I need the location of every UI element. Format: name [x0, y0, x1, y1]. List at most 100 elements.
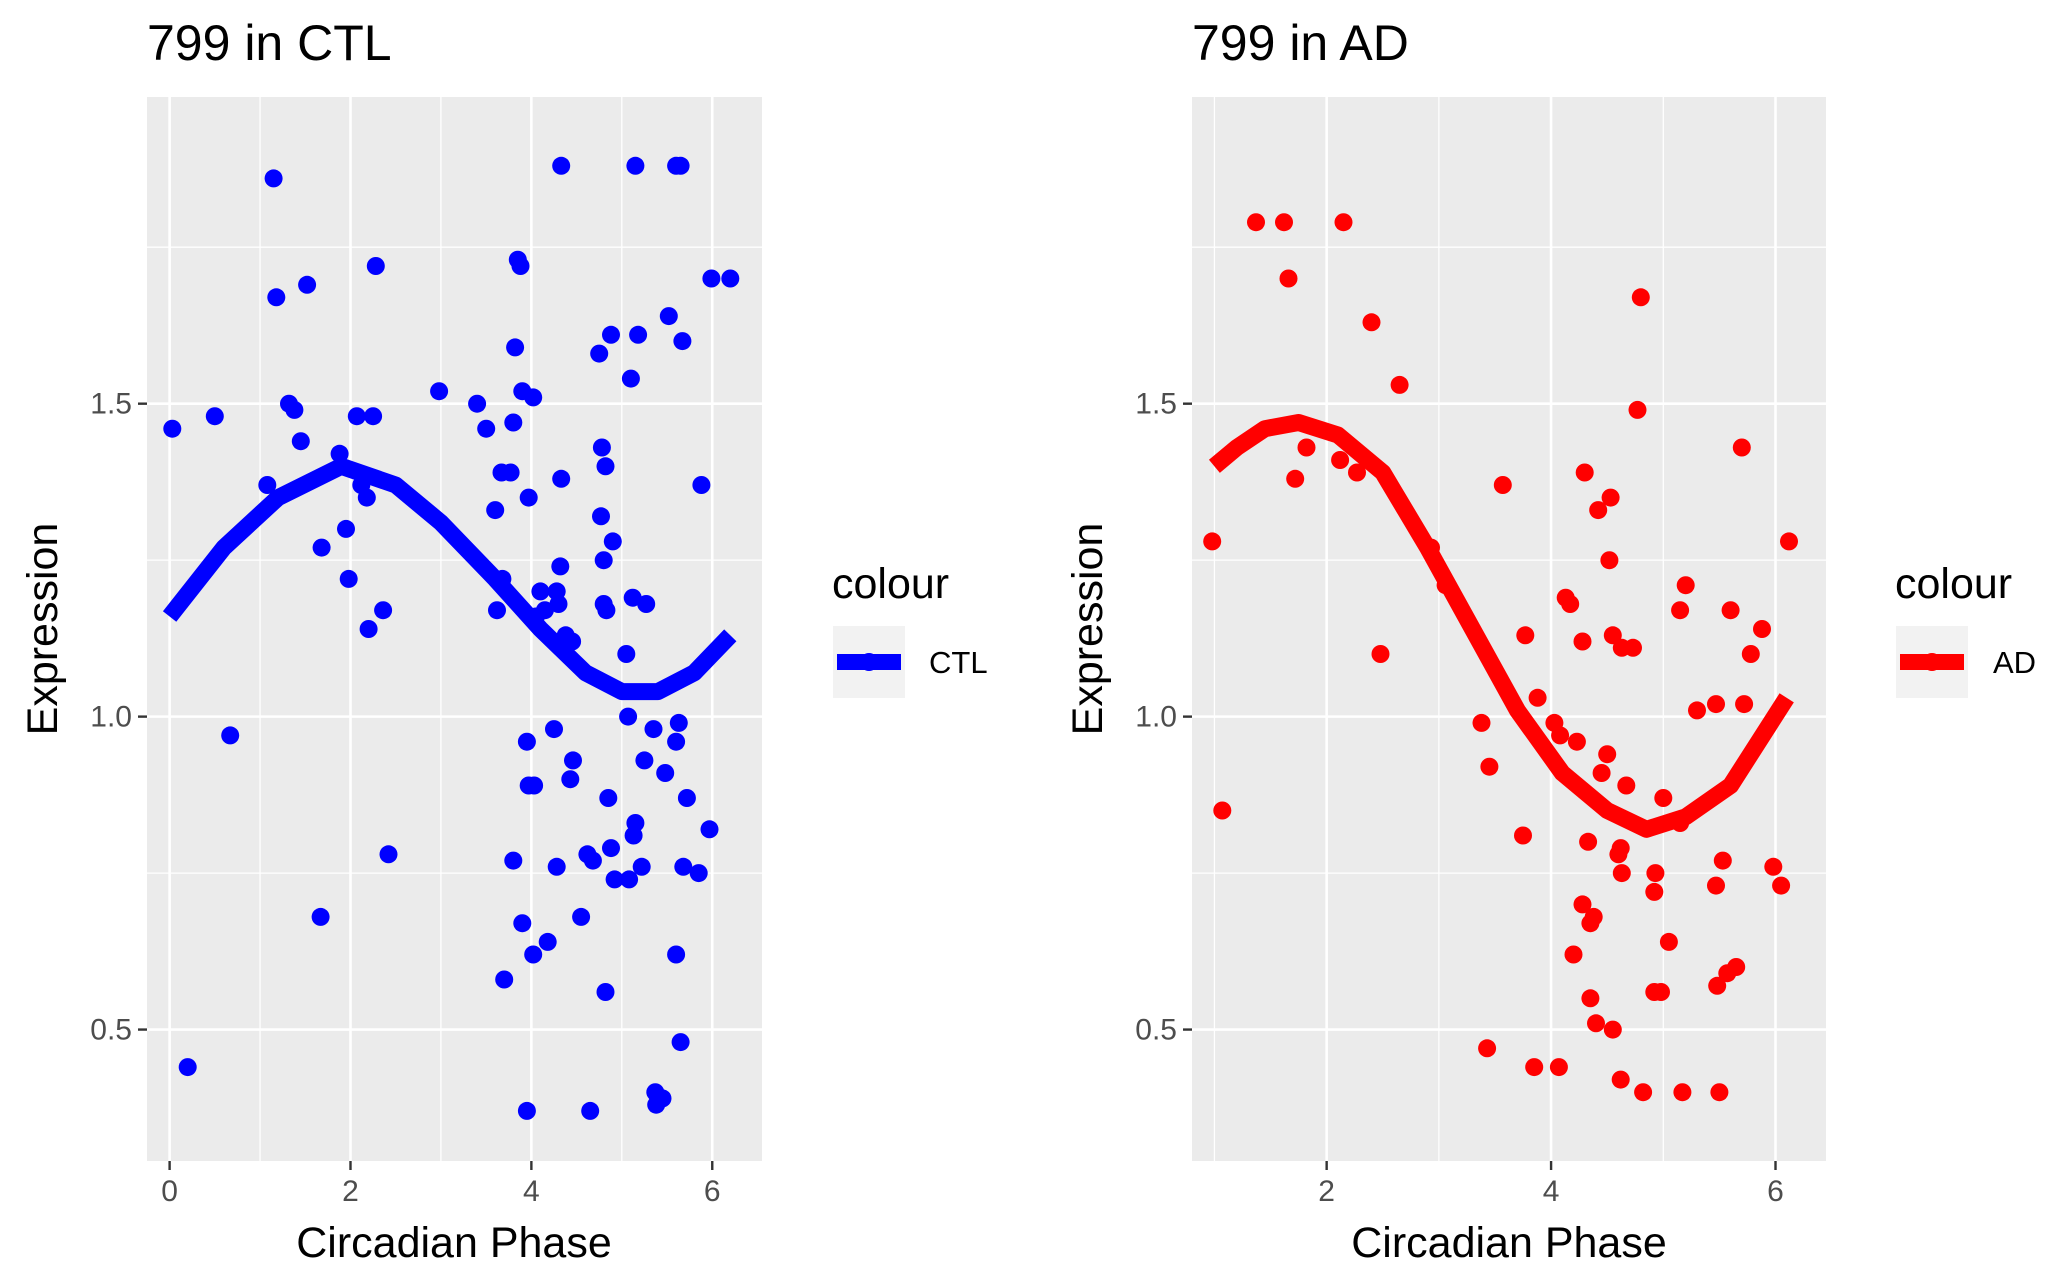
ad-data-point [1478, 1039, 1497, 1058]
ctl-data-point [677, 789, 696, 807]
ctl-data-point [602, 839, 620, 858]
ctl-data-point [488, 601, 506, 620]
ctl-data-point [669, 713, 688, 732]
ctl-data-point [667, 732, 686, 751]
ad-data-point [1422, 538, 1440, 557]
ctl-data-point [359, 620, 378, 638]
ad-data-point [1592, 764, 1611, 782]
ad-data-point [1611, 1070, 1630, 1089]
ad-data-point [1516, 626, 1535, 645]
ctl-data-point [545, 720, 563, 739]
ad-data-point [1708, 976, 1727, 995]
ad-legend-title: colour [1895, 560, 2012, 608]
ctl-data-point [517, 1101, 536, 1120]
ad-data-point [1732, 438, 1751, 457]
ad-data-point [1617, 776, 1636, 795]
ctl-data-point [504, 851, 523, 870]
ad-y-axis-title: Expression [1064, 523, 1112, 736]
ctl-data-point [205, 407, 224, 426]
ad-data-point [1707, 876, 1725, 895]
ad-panel-title: 799 in AD [1192, 15, 1409, 71]
ctl-data-point [602, 325, 620, 344]
ctl-y-tick-label: 1.5 [90, 388, 132, 421]
ctl-data-point [493, 569, 512, 588]
ctl-data-point [337, 519, 355, 538]
ctl-axis-ticks: 0 2 4 6 0.5 1.0 1.5 [90, 388, 720, 1208]
ctl-data-point [590, 344, 609, 363]
ctl-data-point [689, 864, 708, 883]
ad-x-tick-label: 4 [1543, 1175, 1560, 1208]
ad-data-points [1203, 213, 1798, 1102]
ad-data-point [1331, 451, 1350, 469]
ctl-data-point [311, 907, 330, 926]
ad-data-point [1753, 620, 1771, 638]
ctl-data-point [511, 257, 530, 275]
ctl-data-point [221, 726, 240, 745]
ctl-data-point [653, 1089, 672, 1108]
ad-data-point [1286, 469, 1305, 488]
ctl-data-point [430, 382, 449, 401]
ctl-data-point [513, 914, 532, 933]
ctl-data-point [267, 288, 286, 307]
ctl-data-point [671, 1033, 690, 1052]
ad-data-point [1525, 1058, 1544, 1077]
ctl-data-point [525, 776, 544, 795]
ctl-data-point [619, 707, 638, 726]
ctl-x-tick-label: 4 [523, 1175, 540, 1208]
ctl-data-point [538, 932, 557, 951]
ctl-data-point [596, 983, 615, 1001]
ctl-data-point [379, 845, 398, 864]
ad-data-point [1436, 576, 1455, 595]
ad-data-point [1390, 375, 1409, 394]
ad-legend-key-point [1923, 653, 1941, 671]
ctl-x-tick-label: 2 [342, 1175, 359, 1208]
ctl-data-point [629, 325, 648, 344]
ctl-data-point [617, 645, 636, 663]
ctl-data-point [549, 595, 568, 613]
ad-data-point [1514, 826, 1532, 845]
ad-y-tick-label: 1.0 [1135, 701, 1177, 734]
ctl-data-point [366, 257, 385, 275]
ad-data-point [1628, 400, 1647, 419]
ad-data-point [1297, 438, 1316, 457]
ctl-x-axis-title: Circadian Phase [296, 1219, 612, 1267]
ctl-data-points [163, 156, 740, 1120]
ad-data-point [1673, 1083, 1692, 1102]
ctl-data-point [312, 538, 331, 557]
ad-data-point [1624, 638, 1642, 657]
ad-axis-ticks: 2 4 6 0.5 1.0 1.5 [1135, 388, 1784, 1208]
ad-data-point [1362, 313, 1381, 332]
ad-legend-label: AD [1993, 645, 2036, 680]
ad-data-point [1581, 989, 1600, 1008]
ctl-data-point [635, 751, 654, 770]
ctl-data-point [620, 870, 639, 889]
ctl-data-point [357, 488, 376, 507]
ctl-data-point [552, 469, 571, 488]
ctl-data-point [506, 338, 525, 357]
ctl-data-point [535, 601, 554, 620]
ctl-data-point [519, 488, 538, 507]
ctl-data-point [702, 269, 721, 288]
ctl-data-point [594, 551, 613, 570]
ctl-data-point [597, 601, 616, 620]
ad-data-point [1671, 814, 1690, 832]
ctl-data-point [524, 388, 543, 407]
ad-data-point [1659, 932, 1678, 951]
ctl-data-point [656, 764, 675, 782]
ad-data-point [1203, 532, 1222, 551]
ctl-data-point [667, 945, 686, 964]
ctl-plot-background [147, 97, 762, 1161]
ctl-data-point [626, 814, 645, 832]
ad-plot-background [1192, 97, 1826, 1161]
ctl-data-point [561, 770, 580, 789]
ad-data-point [1772, 876, 1791, 895]
ctl-data-point [291, 432, 310, 451]
ctl-data-point [285, 400, 304, 419]
ctl-data-point [552, 156, 571, 175]
ad-data-point [1334, 213, 1353, 232]
ctl-data-point [592, 438, 611, 457]
ad-data-point [1707, 695, 1725, 714]
ctl-data-point [581, 1101, 600, 1120]
ad-data-point [1589, 501, 1608, 520]
ctl-data-point [671, 156, 690, 175]
